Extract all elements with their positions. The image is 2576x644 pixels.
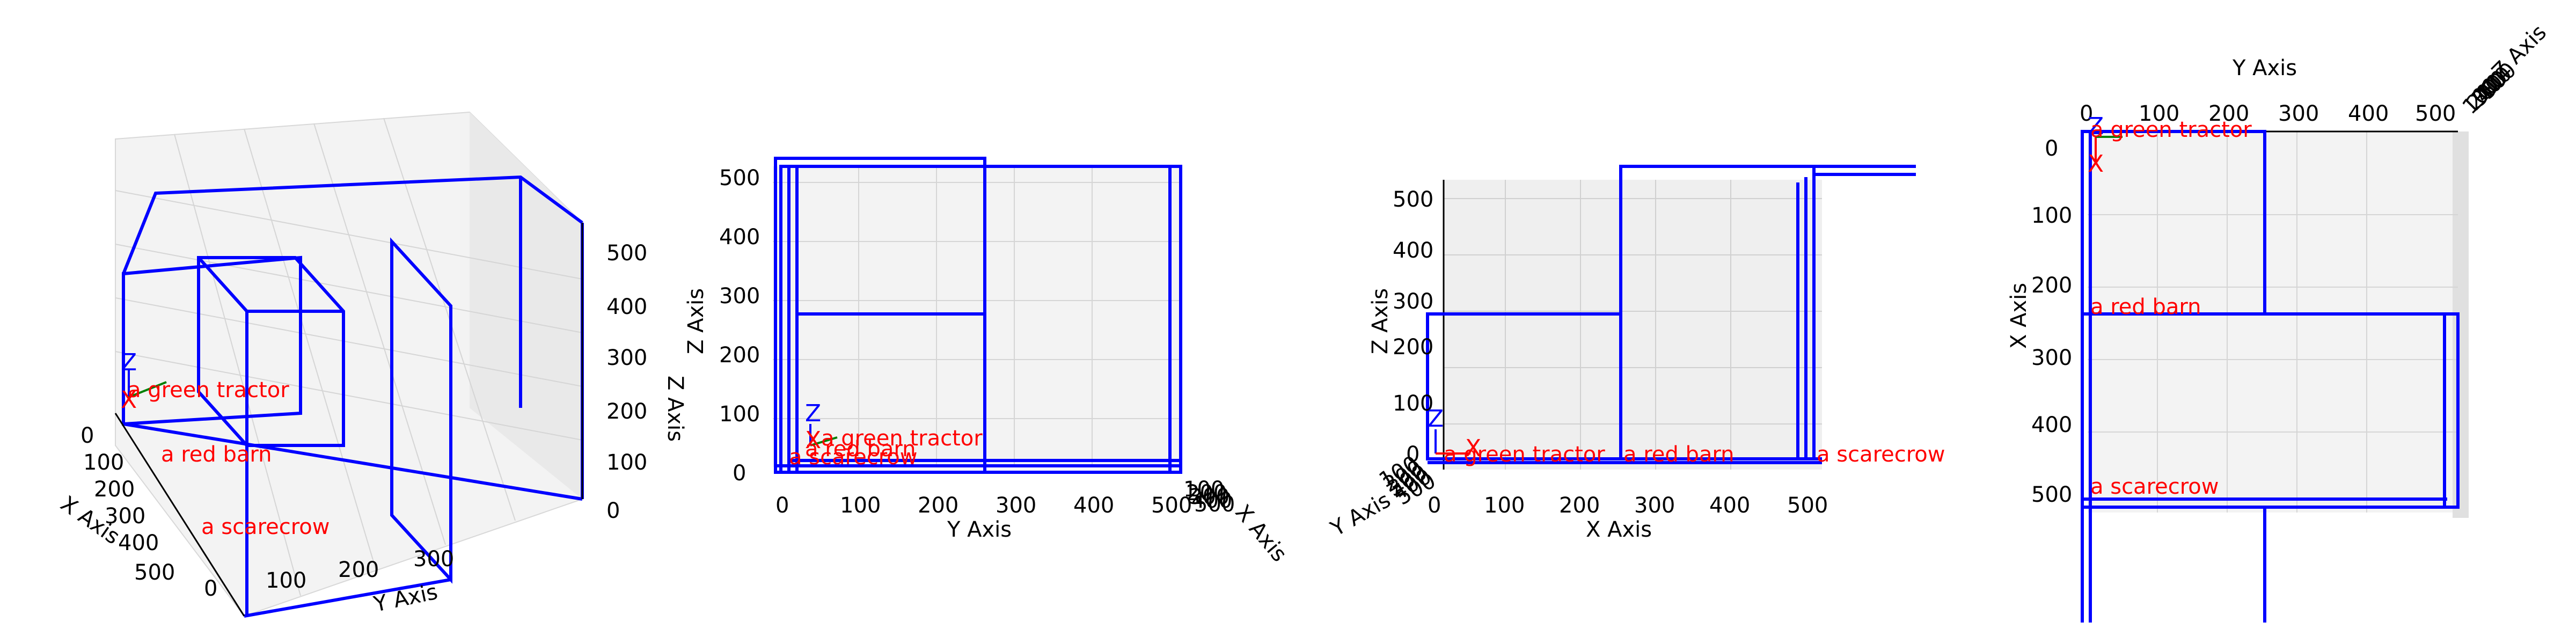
x-tick: 200 <box>1559 493 1600 518</box>
z-tick: 0 <box>606 499 620 523</box>
panel-side: 0 100 200 300 400 500 Z Axis 0 100 200 3… <box>1326 166 1945 542</box>
gizmo-z-label: Z <box>805 400 821 427</box>
x-tick: 300 <box>2031 346 2072 370</box>
x-tick: 0 <box>2045 136 2058 161</box>
z-tick: 400 <box>606 295 647 319</box>
z-tick: 400 <box>719 225 760 250</box>
panel2-y-ticks: 0 100 200 300 400 500 <box>775 493 1192 518</box>
y-axis-label: Y Axis <box>371 580 440 617</box>
y-tick: 300 <box>2278 101 2319 126</box>
x-axis-label: X Axis <box>1586 517 1652 542</box>
z-axis-label: Z Axis <box>684 288 708 354</box>
y-tick: 200 <box>918 493 958 518</box>
x-tick: 0 <box>1428 493 1441 518</box>
y-tick: 200 <box>338 558 379 582</box>
object-label-barn: a red barn <box>1623 442 1735 467</box>
z-tick: 400 <box>1393 238 1433 263</box>
x-tick: 500 <box>1787 493 1828 518</box>
x-tick: 100 <box>83 450 124 475</box>
object-label-scarecrow: a scarecrow <box>2090 474 2219 499</box>
y-tick: 300 <box>996 493 1036 518</box>
y-tick: 400 <box>2348 101 2389 126</box>
z-tick: 500 <box>606 241 647 266</box>
y-tick: 400 <box>1073 493 1114 518</box>
object-label-scarecrow: a scarecrow <box>789 445 918 470</box>
panel3-x-ticks: 0 100 200 300 400 500 <box>1428 493 1828 518</box>
z-axis-label: Z Axis <box>663 376 687 442</box>
object-label-scarecrow: a scarecrow <box>1817 442 1945 467</box>
z-tick: 500 <box>719 166 760 191</box>
x-tick: 0 <box>80 423 94 448</box>
y-tick: 300 <box>413 547 454 572</box>
panel-front: 0 100 200 300 400 500 Z Axis 0 100 200 3… <box>684 158 1292 567</box>
x-tick: 500 <box>134 560 175 585</box>
x-tick: 100 <box>1484 493 1525 518</box>
y-axis-label: Y Axis <box>1326 488 1395 541</box>
y-tick: 100 <box>266 568 306 593</box>
x-tick: 400 <box>2031 413 2072 437</box>
z-tick: 200 <box>1393 335 1433 360</box>
x-axis-label: X Axis <box>2007 283 2031 349</box>
object-label-scarecrow: a scarecrow <box>201 515 330 539</box>
y-tick: 500 <box>2415 101 2456 126</box>
z-tick: 300 <box>719 284 760 309</box>
gizmo-x-label: X <box>2088 150 2104 178</box>
x-tick: 200 <box>2031 273 2072 298</box>
y-axis-label: Y Axis <box>947 517 1012 542</box>
x-tick: 400 <box>1709 493 1750 518</box>
y-tick: 0 <box>204 576 217 601</box>
z-tick: 0 <box>733 461 746 486</box>
x-tick: 500 <box>2031 482 2072 507</box>
panel-top: 0 100 200 300 400 500 Y Axis 0 100 200 3… <box>2007 20 2551 623</box>
panel-perspective: 0 100 200 300 400 500 X Axis 0 100 200 3… <box>56 112 687 617</box>
pane <box>1444 180 1822 470</box>
panel1-z-ticks: 0 100 200 300 400 500 <box>606 241 647 523</box>
z-tick: 100 <box>606 450 647 475</box>
object-label-barn: a red barn <box>161 442 272 467</box>
z-tick: 300 <box>1393 289 1433 314</box>
pane-side <box>2453 131 2469 518</box>
y-tick: 0 <box>775 493 789 518</box>
object-label-tractor: a green tractor <box>2090 118 2252 142</box>
gizmo-z-label: Z <box>1428 405 1444 433</box>
y-axis-label: Y Axis <box>2232 56 2297 80</box>
x-tick: 400 <box>118 531 159 555</box>
z-axis-label: Z Axis <box>1368 288 1393 354</box>
z-tick: 100 <box>719 402 760 427</box>
pane <box>2088 131 2458 513</box>
x-tick: 300 <box>1634 493 1675 518</box>
x-tick: 100 <box>2031 203 2072 228</box>
x-tick: 200 <box>94 477 135 502</box>
object-label-tractor: a green tractor <box>128 378 289 402</box>
panel4-x-ticks: 0 100 200 300 400 500 <box>2031 136 2072 507</box>
object-label-barn: a red barn <box>2090 295 2201 319</box>
x-tick: 500 <box>1194 492 1235 517</box>
object-label-tractor: a green tractor <box>1444 442 1605 467</box>
gizmo-z-label: Z <box>121 349 137 376</box>
z-tick: 500 <box>1393 187 1433 212</box>
y-tick: 100 <box>840 493 881 518</box>
z-tick: 300 <box>606 346 647 370</box>
panel2-z-ticks: 0 100 200 300 400 500 <box>719 166 760 486</box>
panel2-x-ticks-compressed: 100 200 300 400 500 <box>1183 477 1235 517</box>
z-tick: 200 <box>719 343 760 368</box>
pane <box>773 166 1181 467</box>
x-axis-label: X Axis <box>1230 500 1291 567</box>
z-tick: 200 <box>606 399 647 424</box>
